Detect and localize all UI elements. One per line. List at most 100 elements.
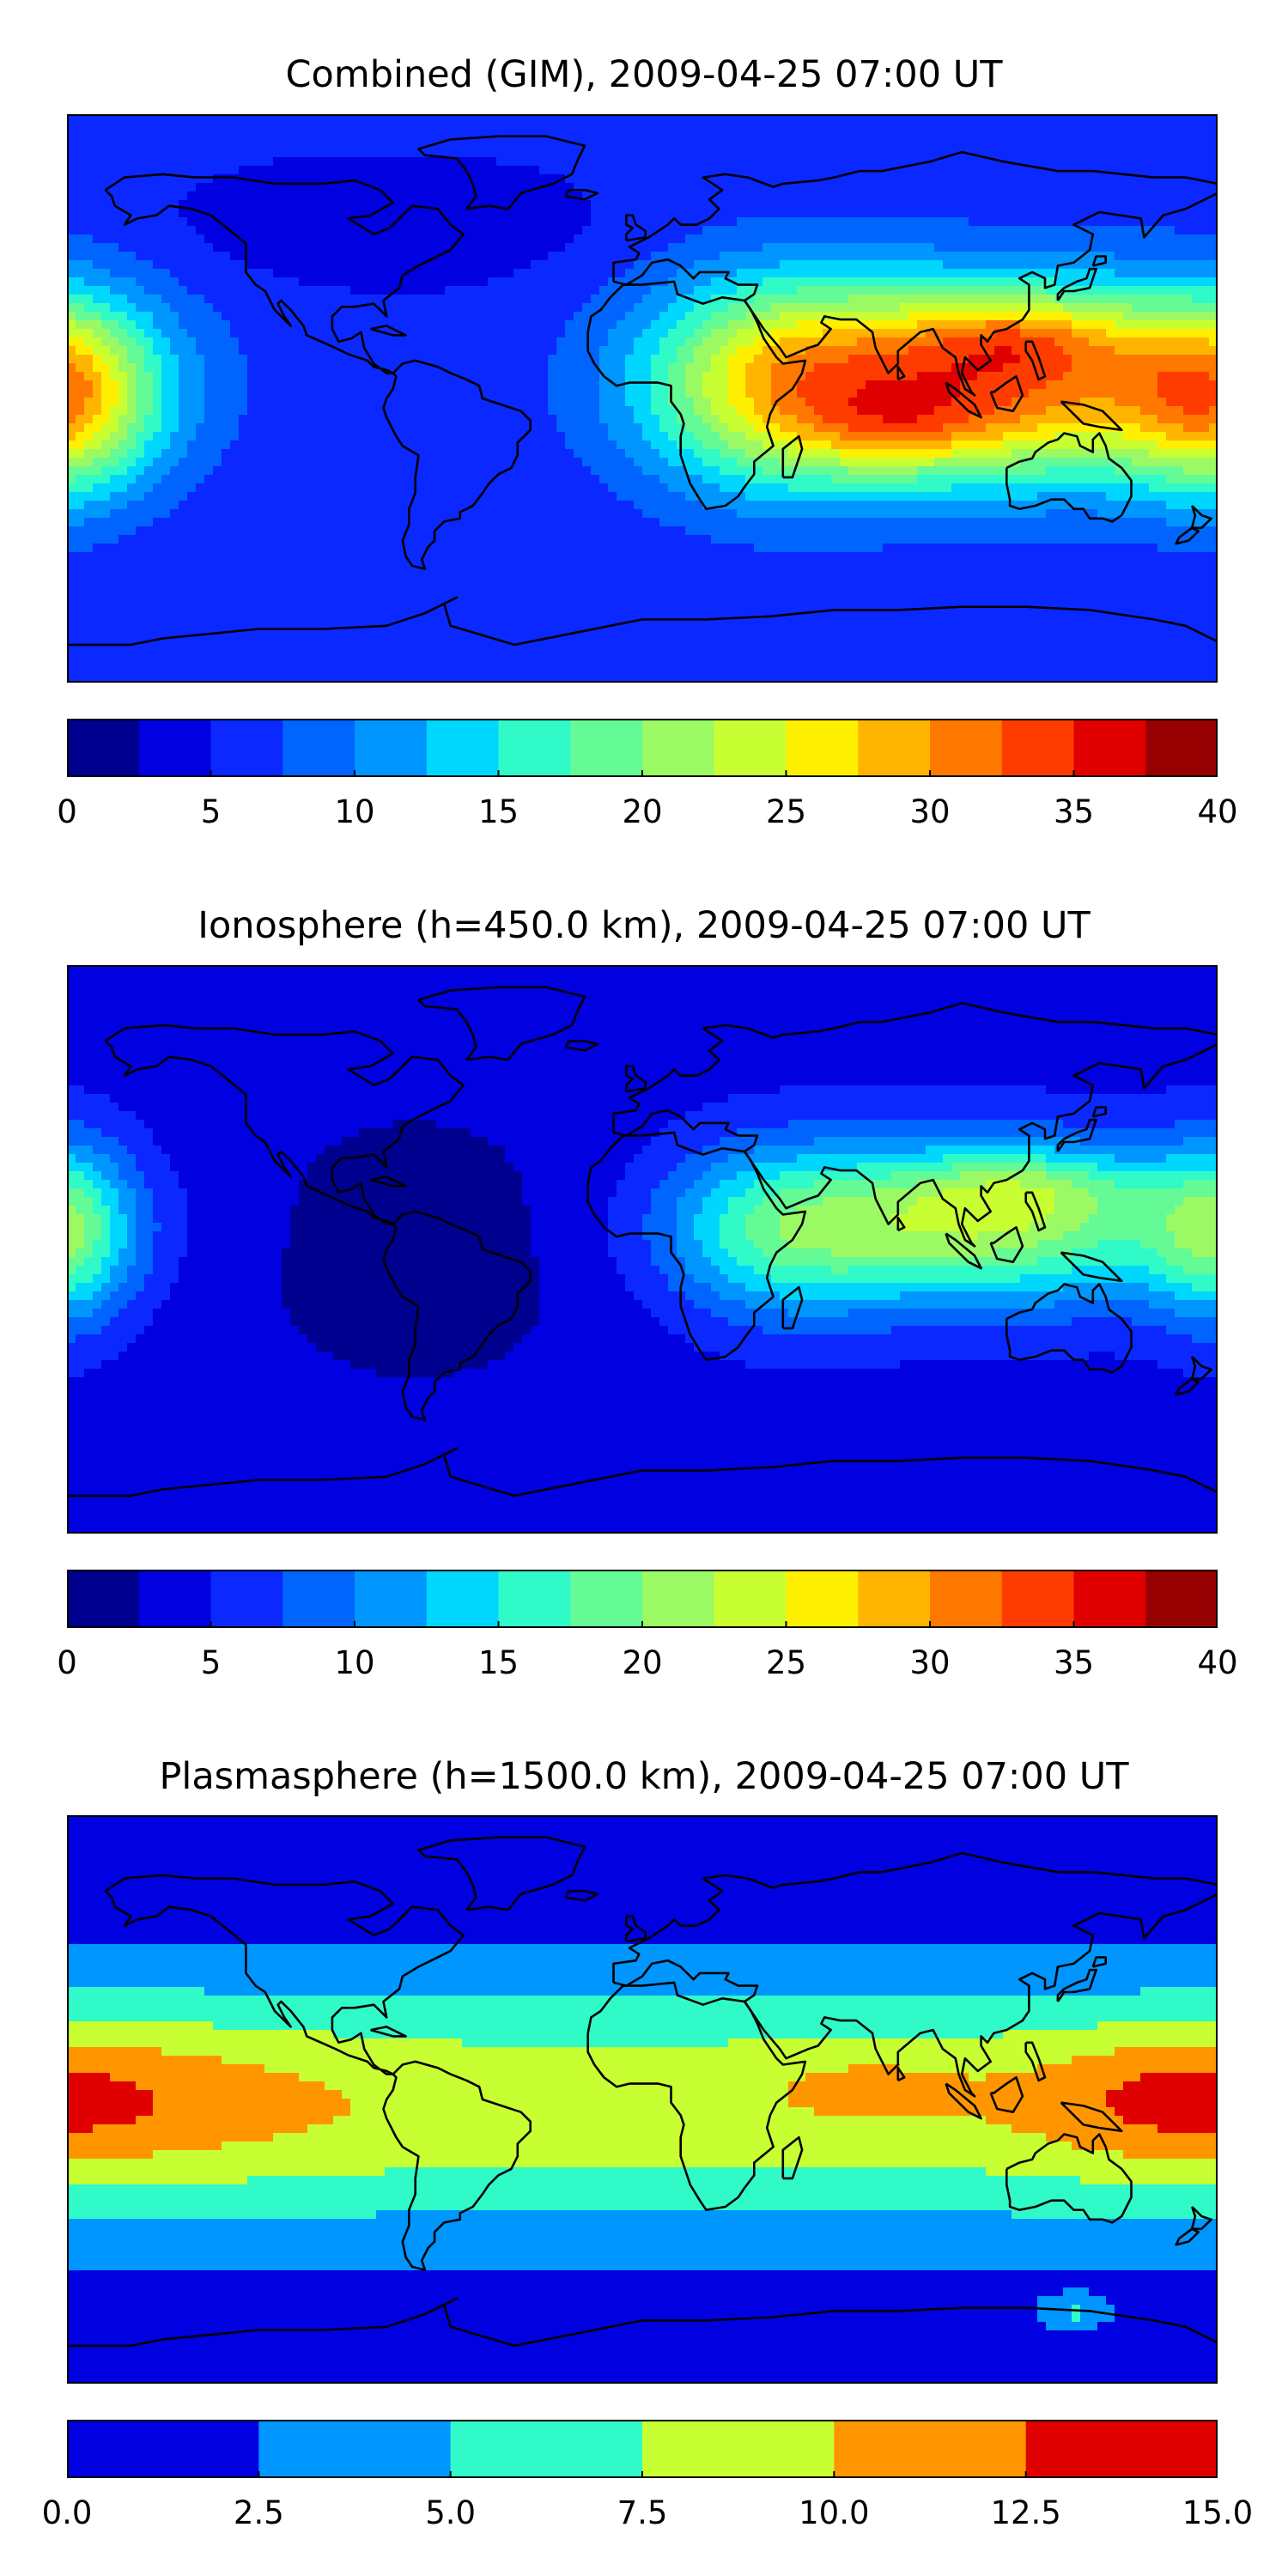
contour-cell bbox=[745, 1188, 781, 1198]
contour-cell bbox=[187, 1240, 291, 1249]
contour-cell bbox=[187, 1249, 283, 1258]
contour-cell bbox=[805, 346, 909, 355]
contour-cell bbox=[67, 2081, 137, 2091]
contour-cell bbox=[350, 2099, 789, 2108]
contour-cell bbox=[136, 475, 162, 484]
contour-cell bbox=[1166, 501, 1218, 510]
contour-cell bbox=[161, 398, 179, 407]
contour-cell bbox=[625, 269, 677, 278]
contour-cell bbox=[797, 415, 823, 424]
contour-cell bbox=[247, 380, 549, 390]
contour-cell bbox=[591, 466, 643, 476]
colorbar-combined bbox=[67, 719, 1218, 777]
coastline bbox=[564, 1890, 599, 1902]
contour-cell bbox=[67, 1025, 1218, 1035]
contour-cell bbox=[67, 1978, 1218, 1988]
contour-cell bbox=[67, 2133, 274, 2142]
contour-cell bbox=[634, 346, 660, 355]
contour-cell bbox=[67, 398, 85, 407]
contour-cell bbox=[67, 1145, 94, 1155]
contour-cell bbox=[144, 346, 154, 355]
contour-cell bbox=[1037, 1240, 1098, 1249]
contour-cell bbox=[101, 1214, 111, 1224]
contour-cell bbox=[728, 1249, 763, 1258]
colorbar-tick-label: 2.5 bbox=[233, 2494, 284, 2531]
contour-cell bbox=[136, 458, 154, 467]
contour-cell bbox=[677, 1163, 712, 1172]
coastline bbox=[67, 1447, 1218, 1498]
contour-cell bbox=[67, 1953, 1218, 1962]
contour-cell bbox=[67, 999, 1218, 1009]
contour-cell bbox=[84, 1257, 102, 1267]
contour-cell bbox=[599, 363, 626, 373]
contour-cell bbox=[505, 1145, 643, 1155]
contour-cell bbox=[599, 380, 626, 390]
contour-cell bbox=[67, 277, 85, 287]
coastline bbox=[625, 1915, 647, 1943]
contour-cell bbox=[101, 389, 119, 398]
contour-cell bbox=[1157, 372, 1210, 381]
contour-cell bbox=[101, 1128, 154, 1138]
contour-cell bbox=[685, 492, 746, 501]
contour-cell bbox=[1192, 1249, 1218, 1258]
contour-cell bbox=[222, 449, 574, 459]
contour-cell bbox=[917, 320, 987, 330]
contour-cell bbox=[762, 1326, 892, 1335]
contour-cell bbox=[1123, 2081, 1218, 2091]
coastline bbox=[781, 434, 804, 479]
contour-cell bbox=[694, 1180, 720, 1189]
contour-cell bbox=[67, 157, 274, 167]
contour-cell bbox=[1183, 1137, 1218, 1146]
contour-cell bbox=[282, 1249, 532, 1258]
contour-cell bbox=[668, 372, 686, 381]
contour-cell bbox=[745, 312, 781, 321]
contour-cell bbox=[84, 449, 111, 459]
contour-cell bbox=[608, 1206, 652, 1215]
contour-cell bbox=[1157, 415, 1218, 424]
contour-cell bbox=[797, 320, 918, 330]
contour-cell bbox=[101, 1283, 119, 1292]
contour-cell bbox=[101, 1266, 111, 1275]
contour-cell bbox=[67, 1927, 1218, 1936]
colorbar-segment bbox=[426, 1570, 500, 1628]
contour-cell bbox=[153, 1128, 360, 1138]
contour-cell bbox=[788, 1240, 1038, 1249]
coastline bbox=[1056, 1968, 1097, 2002]
contour-cell bbox=[548, 372, 600, 381]
contour-cell bbox=[668, 1171, 703, 1181]
colorbar-segment bbox=[570, 1570, 643, 1628]
contour-cell bbox=[118, 363, 137, 373]
contour-cell bbox=[1054, 1197, 1098, 1206]
contour-cell bbox=[1054, 1206, 1098, 1215]
contour-cell bbox=[1003, 2030, 1218, 2039]
contour-cell bbox=[642, 329, 669, 338]
contour-cell bbox=[153, 312, 179, 321]
contour-cell bbox=[917, 372, 978, 381]
contour-cell bbox=[76, 312, 102, 321]
contour-cell bbox=[728, 398, 755, 407]
contour-cell bbox=[814, 1137, 1081, 1146]
contour-cell bbox=[900, 2064, 1038, 2074]
contour-cell bbox=[1140, 2073, 1218, 2082]
contour-cell bbox=[617, 1188, 652, 1198]
contour-cell bbox=[93, 1291, 111, 1301]
contour-cell bbox=[634, 337, 660, 347]
contour-cell bbox=[539, 1291, 635, 1301]
coastline bbox=[586, 1131, 807, 1362]
contour-cell bbox=[187, 440, 231, 450]
contour-cell bbox=[118, 1249, 137, 1258]
contour-cell bbox=[153, 2107, 351, 2117]
contour-cell bbox=[67, 1068, 1218, 1078]
contour-cell bbox=[1183, 1180, 1218, 1189]
contour-cell bbox=[986, 2167, 1218, 2177]
contour-cell bbox=[76, 1334, 137, 1344]
contour-cell bbox=[118, 1137, 154, 1146]
contour-cell bbox=[67, 1824, 1218, 1833]
contour-cell bbox=[702, 475, 746, 484]
contour-cell bbox=[599, 389, 626, 398]
contour-cell bbox=[67, 1867, 1218, 1876]
contour-cell bbox=[659, 415, 677, 424]
contour-cell bbox=[67, 303, 85, 313]
contour-cell bbox=[67, 1961, 1218, 1971]
contour-cell bbox=[290, 1206, 532, 1215]
